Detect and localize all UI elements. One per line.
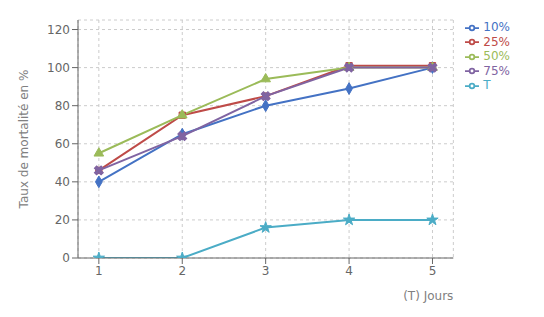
- svg-text:(T) Jours: (T) Jours: [403, 289, 453, 303]
- svg-text:Taux de mortalité en %: Taux de mortalité en %: [17, 70, 31, 210]
- html-text:10%: 10%: [483, 20, 510, 34]
- svg-text:80: 80: [55, 99, 70, 113]
- svg-text:5: 5: [429, 264, 437, 278]
- html-text:75%: 75%: [483, 63, 510, 78]
- svg-text:0: 0: [62, 251, 70, 265]
- svg-text:2: 2: [178, 264, 186, 278]
- html-text:25%: 25%: [483, 34, 510, 49]
- svg-text:4: 4: [345, 264, 353, 278]
- html-text:50%: 50%: [483, 49, 510, 63]
- svg-text:20: 20: [55, 213, 70, 227]
- svg-text:3: 3: [262, 264, 270, 278]
- svg-text:60: 60: [55, 137, 70, 151]
- svg-text:40: 40: [55, 175, 70, 189]
- svg-text:120: 120: [47, 23, 70, 37]
- svg-text:100: 100: [47, 61, 70, 75]
- svg-text:1: 1: [95, 264, 103, 278]
- html-text:T: T: [483, 78, 491, 92]
